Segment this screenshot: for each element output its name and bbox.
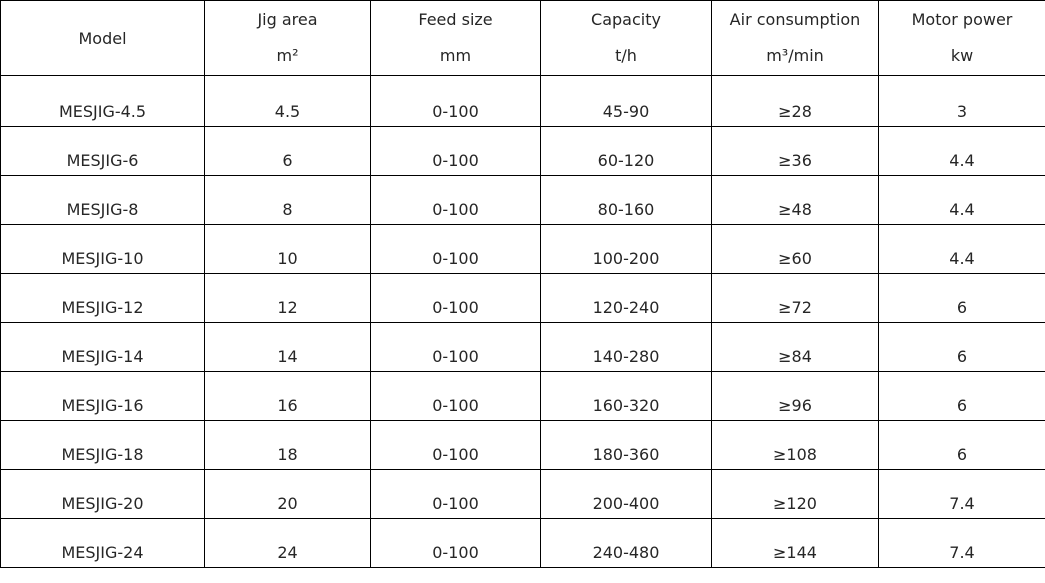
cell-jig-area: 8 bbox=[204, 175, 371, 225]
cell-motor-power: 6 bbox=[878, 371, 1045, 421]
header-jig-area-title: Jig area bbox=[257, 10, 318, 29]
table-row: MESJIG-6 6 0-100 60-120 ≥36 4.4 bbox=[0, 126, 1045, 176]
cell-capacity: 100-200 bbox=[540, 224, 712, 274]
cell-model: MESJIG-20 bbox=[0, 469, 205, 519]
cell-jig-area: 4.5 bbox=[204, 75, 371, 127]
cell-motor-power: 4.4 bbox=[878, 175, 1045, 225]
cell-feed-size: 0-100 bbox=[370, 371, 541, 421]
cell-model: MESJIG-14 bbox=[0, 322, 205, 372]
header-motor-power-title: Motor power bbox=[911, 10, 1013, 29]
table-row: MESJIG-10 10 0-100 100-200 ≥60 4.4 bbox=[0, 224, 1045, 274]
cell-model: MESJIG-4.5 bbox=[0, 75, 205, 127]
cell-motor-power: 4.4 bbox=[878, 224, 1045, 274]
header-air-consumption-title: Air consumption bbox=[729, 10, 861, 29]
cell-jig-area: 14 bbox=[204, 322, 371, 372]
header-air-consumption: Air consumption m³/min bbox=[711, 0, 879, 76]
cell-jig-area: 20 bbox=[204, 469, 371, 519]
cell-air-consumption: ≥36 bbox=[711, 126, 879, 176]
table-row: MESJIG-4.5 4.5 0-100 45-90 ≥28 3 bbox=[0, 75, 1045, 127]
header-feed-size: Feed size mm bbox=[370, 0, 541, 76]
cell-feed-size: 0-100 bbox=[370, 469, 541, 519]
cell-capacity: 240-480 bbox=[540, 518, 712, 568]
header-motor-power: Motor power kw bbox=[878, 0, 1045, 76]
cell-air-consumption: ≥84 bbox=[711, 322, 879, 372]
cell-air-consumption: ≥144 bbox=[711, 518, 879, 568]
header-model-title: Model bbox=[78, 28, 127, 48]
cell-capacity: 60-120 bbox=[540, 126, 712, 176]
cell-motor-power: 6 bbox=[878, 420, 1045, 470]
table-row: MESJIG-14 14 0-100 140-280 ≥84 6 bbox=[0, 322, 1045, 372]
cell-model: MESJIG-12 bbox=[0, 273, 205, 323]
cell-motor-power: 7.4 bbox=[878, 518, 1045, 568]
header-capacity: Capacity t/h bbox=[540, 0, 712, 76]
cell-capacity: 120-240 bbox=[540, 273, 712, 323]
cell-motor-power: 3 bbox=[878, 75, 1045, 127]
cell-jig-area: 6 bbox=[204, 126, 371, 176]
table-row: MESJIG-16 16 0-100 160-320 ≥96 6 bbox=[0, 371, 1045, 421]
cell-model: MESJIG-24 bbox=[0, 518, 205, 568]
cell-feed-size: 0-100 bbox=[370, 518, 541, 568]
cell-feed-size: 0-100 bbox=[370, 175, 541, 225]
header-capacity-title: Capacity bbox=[591, 10, 661, 29]
cell-feed-size: 0-100 bbox=[370, 273, 541, 323]
cell-air-consumption: ≥108 bbox=[711, 420, 879, 470]
cell-motor-power: 7.4 bbox=[878, 469, 1045, 519]
table-row: MESJIG-24 24 0-100 240-480 ≥144 7.4 bbox=[0, 518, 1045, 568]
cell-jig-area: 16 bbox=[204, 371, 371, 421]
jig-specification-table: Model Jig area m² Feed size mm Capacity … bbox=[0, 0, 1045, 568]
cell-air-consumption: ≥96 bbox=[711, 371, 879, 421]
header-capacity-unit: t/h bbox=[615, 46, 637, 65]
cell-capacity: 180-360 bbox=[540, 420, 712, 470]
cell-capacity: 45-90 bbox=[540, 75, 712, 127]
cell-model: MESJIG-16 bbox=[0, 371, 205, 421]
cell-feed-size: 0-100 bbox=[370, 420, 541, 470]
cell-air-consumption: ≥120 bbox=[711, 469, 879, 519]
cell-model: MESJIG-6 bbox=[0, 126, 205, 176]
cell-capacity: 80-160 bbox=[540, 175, 712, 225]
cell-feed-size: 0-100 bbox=[370, 322, 541, 372]
header-motor-power-unit: kw bbox=[950, 46, 974, 65]
cell-air-consumption: ≥48 bbox=[711, 175, 879, 225]
cell-model: MESJIG-8 bbox=[0, 175, 205, 225]
cell-air-consumption: ≥28 bbox=[711, 75, 879, 127]
header-jig-area-unit: m² bbox=[276, 46, 299, 65]
cell-jig-area: 24 bbox=[204, 518, 371, 568]
cell-motor-power: 6 bbox=[878, 322, 1045, 372]
cell-model: MESJIG-10 bbox=[0, 224, 205, 274]
cell-motor-power: 4.4 bbox=[878, 126, 1045, 176]
header-model: Model bbox=[0, 0, 205, 76]
cell-feed-size: 0-100 bbox=[370, 75, 541, 127]
cell-motor-power: 6 bbox=[878, 273, 1045, 323]
cell-jig-area: 18 bbox=[204, 420, 371, 470]
header-air-consumption-unit: m³/min bbox=[766, 46, 824, 65]
cell-air-consumption: ≥72 bbox=[711, 273, 879, 323]
cell-feed-size: 0-100 bbox=[370, 224, 541, 274]
cell-feed-size: 0-100 bbox=[370, 126, 541, 176]
table-row: MESJIG-18 18 0-100 180-360 ≥108 6 bbox=[0, 420, 1045, 470]
cell-air-consumption: ≥60 bbox=[711, 224, 879, 274]
table-row: MESJIG-12 12 0-100 120-240 ≥72 6 bbox=[0, 273, 1045, 323]
cell-jig-area: 12 bbox=[204, 273, 371, 323]
header-feed-size-unit: mm bbox=[439, 46, 472, 65]
table-row: MESJIG-8 8 0-100 80-160 ≥48 4.4 bbox=[0, 175, 1045, 225]
cell-model: MESJIG-18 bbox=[0, 420, 205, 470]
table-row: MESJIG-20 20 0-100 200-400 ≥120 7.4 bbox=[0, 469, 1045, 519]
cell-capacity: 200-400 bbox=[540, 469, 712, 519]
header-jig-area: Jig area m² bbox=[204, 0, 371, 76]
header-feed-size-title: Feed size bbox=[418, 10, 493, 29]
cell-capacity: 140-280 bbox=[540, 322, 712, 372]
cell-capacity: 160-320 bbox=[540, 371, 712, 421]
table-header-row: Model Jig area m² Feed size mm Capacity … bbox=[0, 0, 1045, 76]
cell-jig-area: 10 bbox=[204, 224, 371, 274]
